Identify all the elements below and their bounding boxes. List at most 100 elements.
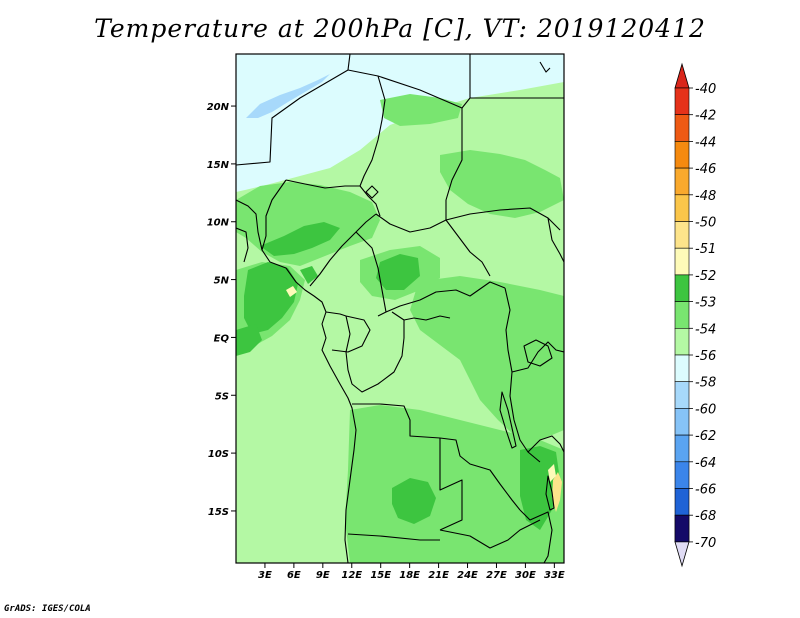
border-zimbabwe-mozambique: [519, 509, 553, 563]
colorbar-swatch: [674, 221, 690, 249]
colorbar-swatch: [674, 381, 690, 409]
colorbar-label: -70: [695, 536, 716, 551]
field-darkgreen-6: [300, 266, 318, 284]
colorbar-swatch: [674, 141, 690, 169]
colorbar-label: -54: [695, 322, 716, 337]
colorbar-swatch: [674, 488, 690, 516]
field-warm-north-2: [440, 150, 564, 218]
colorbar-label: -48: [695, 189, 716, 204]
lon-tick-label: 3E: [258, 570, 272, 581]
field-cold-patch-nw: [246, 74, 330, 118]
field-warm-east: [410, 276, 564, 440]
colorbar-swatch: [674, 194, 690, 222]
boundaries: [236, 54, 564, 563]
field-cold-patch-ne: [498, 54, 564, 86]
lat-tick-label: 10N: [207, 218, 230, 229]
longitude-axis: 3E 6E 9E 12E 15E 18E 21E 24E 27E 30E 33E: [258, 563, 565, 581]
lon-tick-label: 12E: [341, 570, 362, 581]
lat-tick-label: 5S: [215, 391, 229, 402]
border-cameroon-car: [355, 231, 387, 317]
field-darkgreen-4: [392, 478, 436, 524]
colorbar-label: -52: [695, 269, 716, 284]
map-area: [236, 54, 564, 563]
field-darkgreen-7: [236, 324, 262, 356]
border-zambia-zimbabwe: [439, 519, 541, 549]
lon-tick-label: 15E: [370, 570, 391, 581]
border-car-chad: [375, 213, 447, 233]
colorbar-label: -53: [695, 296, 716, 311]
lat-tick-label: 20N: [207, 102, 230, 113]
colorbar-label: -50: [695, 216, 716, 231]
lat-tick-label: 15S: [208, 507, 229, 518]
field-yellow-1: [286, 286, 297, 297]
border-tanzania: [527, 435, 564, 453]
lat-tick-label: 10S: [208, 449, 229, 460]
colorbar-label: -46: [695, 162, 716, 177]
lon-tick-label: 27E: [486, 570, 507, 581]
border-drc-east: [504, 287, 541, 463]
field-darkgreen-3: [376, 254, 420, 290]
latitude-axis: 20N 15N 10N 5N EQ 5S 10S 15S: [207, 102, 236, 518]
colorbar-label: -42: [695, 109, 716, 124]
colorbar-swatch: [674, 114, 690, 142]
colorbar-swatch: [674, 514, 690, 543]
border-westafrica-2: [261, 179, 287, 251]
colorbar-label: -60: [695, 402, 716, 417]
colorbar-swatch: [674, 461, 690, 489]
lon-tick-label: 33E: [544, 570, 565, 581]
colorbar-label: -44: [695, 135, 716, 150]
lat-tick-label: 5N: [214, 276, 230, 287]
lon-tick-label: 21E: [428, 570, 449, 581]
lon-tick-label: 18E: [399, 570, 420, 581]
colorbar-label: -66: [695, 483, 716, 498]
border-drc-angola: [352, 403, 521, 511]
colorbar-swatch: [674, 274, 690, 302]
lake-malawi: [545, 475, 555, 511]
colorbar-swatch: [674, 87, 690, 116]
river-congo: [403, 315, 451, 321]
field-cold-north: [236, 54, 564, 192]
colorbar-top-arrow: [674, 62, 690, 89]
border-nigeria-cameroon: [309, 213, 377, 287]
border-namibia: [347, 533, 440, 541]
border-algeria-niger: [347, 69, 386, 187]
lat-tick-label: 15N: [207, 160, 230, 171]
colorbar-bottom-arrow: [674, 541, 690, 568]
colorbar: -40 -42 -44 -46 -48 -50 -51 -52 -53 -54 -56 -58 -60 -…: [674, 62, 716, 568]
map-frame: [235, 53, 565, 564]
lon-tick-label: 6E: [287, 570, 301, 581]
map-title: Temperature at 200hPa [C], VT: 201912041…: [94, 14, 706, 43]
colorbar-label: -40: [695, 82, 716, 97]
colorbar-label: -64: [695, 456, 716, 471]
lon-tick-label: 9E: [316, 570, 330, 581]
field-yellow-2: [552, 472, 562, 512]
colorbar-swatch: [674, 434, 690, 463]
colorbar-swatch: [674, 247, 690, 276]
border-ethiopia: [547, 217, 564, 263]
border-gabon: [325, 311, 371, 353]
colorbar-label: -68: [695, 509, 716, 524]
border-westafrica-1: [236, 227, 249, 263]
colorbar-swatch: [674, 408, 690, 436]
lon-tick-label: 24E: [457, 570, 478, 581]
colorbar-swatch: [674, 354, 690, 383]
field-darkgreen-1: [244, 262, 298, 334]
border-congo-drc: [345, 311, 405, 393]
border-nigeria-niger: [285, 179, 381, 217]
colorbar-swatch: [674, 327, 690, 356]
colorbar-label: -56: [695, 349, 716, 364]
field-yellow-3: [548, 464, 556, 482]
colorbar-swatch: [674, 301, 690, 329]
border-car-drc: [385, 281, 506, 313]
field-darkgreen-2: [260, 222, 340, 256]
border-sudan-southsudan: [445, 207, 561, 231]
colorbar-label: -58: [695, 376, 716, 391]
border-sudan-east: [539, 61, 551, 73]
lake-tanganyika: [499, 391, 517, 449]
border-kenya-uganda: [511, 341, 564, 373]
lake-victoria: [523, 339, 553, 367]
lake-chad: [365, 185, 379, 199]
colorbar-label: -51: [695, 242, 716, 257]
colorbar-swatch: [674, 167, 690, 196]
